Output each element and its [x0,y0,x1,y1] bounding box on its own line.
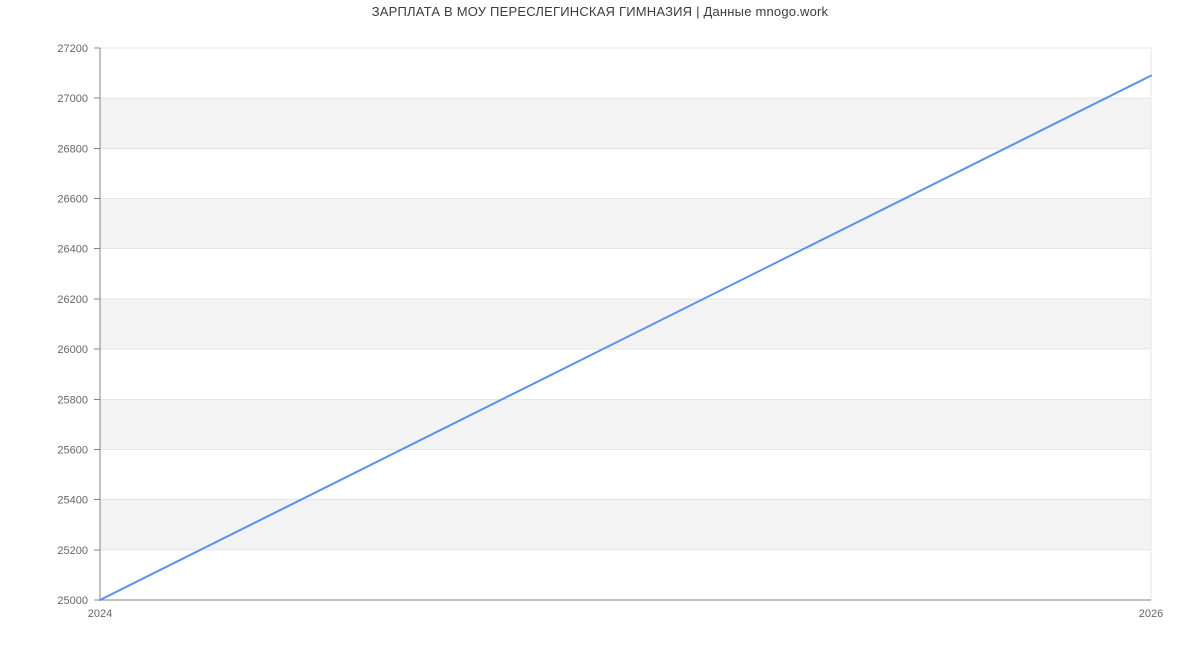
y-axis-label: 25800 [57,394,88,406]
y-axis-label: 25600 [57,444,88,456]
plot-band [100,198,1151,249]
salary-trend-line [99,74,1152,601]
plot-band [100,499,1151,550]
y-axis-label: 26600 [57,194,88,206]
y-axis-label: 27200 [57,43,88,55]
y-axis-label: 25400 [57,495,88,507]
y-axis-label: 26200 [57,294,88,306]
y-axis-label: 27000 [57,93,88,105]
x-axis-label: 2026 [1139,608,1163,620]
y-axis-label: 26000 [57,344,88,356]
plot-band [100,298,1151,350]
chart-title: ЗАРПЛАТА В МОУ ПЕРЕСЛЕГИНСКАЯ ГИМНАЗИЯ |… [371,4,829,19]
x-axis-label: 2024 [88,608,112,620]
y-axis-label: 26400 [57,244,88,256]
y-axis-label: 25000 [57,595,88,607]
y-axis-label: 26800 [57,143,88,155]
y-axis-label: 25200 [57,545,88,557]
plot-band [100,399,1151,450]
plot-band [100,98,1151,149]
